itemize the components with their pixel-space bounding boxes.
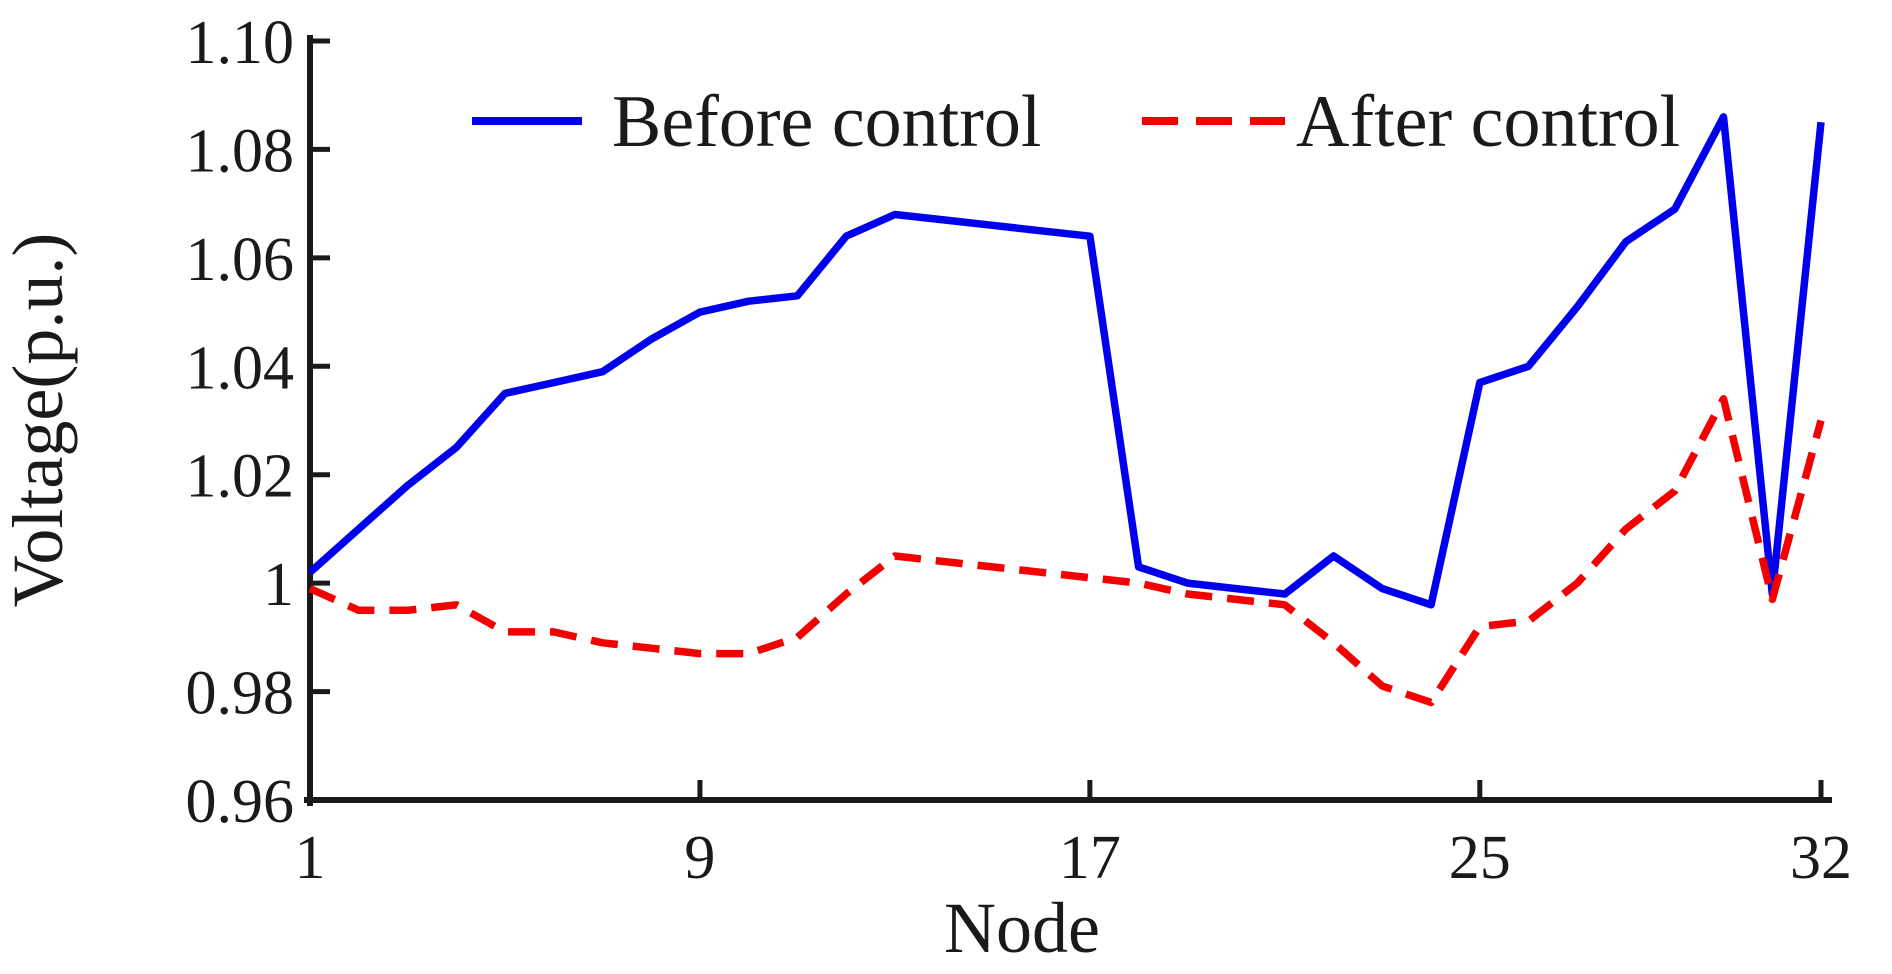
- x-axis-label: Node: [944, 888, 1100, 968]
- x-tick-label: 9: [684, 824, 715, 892]
- legend-label-before-control: Before control: [612, 81, 1041, 163]
- legend-label-after-control: After control: [1296, 81, 1680, 163]
- y-tick-label: 1.04: [186, 334, 295, 402]
- x-tick-label: 25: [1449, 824, 1511, 892]
- y-tick-label: 1.10: [186, 9, 295, 77]
- series-line-after-control: [308, 395, 1825, 707]
- series-line-before-control: [307, 113, 1825, 609]
- series-lines: [307, 113, 1825, 707]
- y-tick-label: 1.08: [186, 117, 295, 185]
- y-tick-label: 0.98: [186, 660, 295, 728]
- legend: Before control After control: [472, 81, 1680, 163]
- y-tick-label: 1: [263, 551, 294, 619]
- x-tick-label: 17: [1059, 824, 1121, 892]
- y-tick-label: 1.02: [186, 443, 295, 511]
- y-tick-label: 1.06: [186, 226, 295, 294]
- y-tick-label: 0.96: [186, 768, 295, 836]
- y-axis-label: Voltage(p.u.): [0, 233, 78, 608]
- x-tick-label: 32: [1790, 824, 1852, 892]
- x-tick-label: 1: [295, 824, 326, 892]
- axes: 0.96 0.98 1 1.02 1.04 1.06 1.08 1.10 1 9 17 25 32: [186, 9, 1853, 892]
